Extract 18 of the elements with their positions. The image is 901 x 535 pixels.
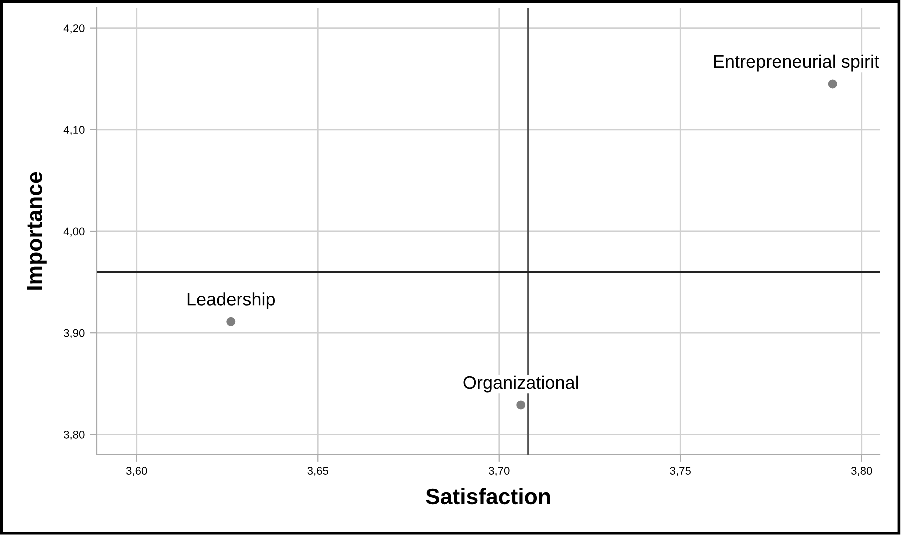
x-tick-label: 3,65 [308,467,328,476]
x-axis-title: Satisfaction [426,488,550,505]
x-tick-label: 3,60 [126,467,148,476]
data-label: Leadership [188,292,276,310]
y-tick-label: 4,10 [64,126,85,136]
x-tick-label: 3,80 [851,467,872,476]
point [516,400,526,410]
point [828,80,838,89]
point [226,317,236,326]
x-tick-label: 3,70 [488,467,510,476]
data-label: Organizational [464,376,578,393]
y-tick-label: 3,80 [64,430,85,440]
y-tick-label: 4,00 [64,228,85,237]
y-tick-label: 4,20 [64,24,85,34]
data-label: Entrepreneurial spirit [714,54,880,72]
y-tick-label: 3,90 [64,329,85,339]
y-axis-title: Importance [27,172,47,290]
x-tick-label: 3,75 [670,467,691,476]
